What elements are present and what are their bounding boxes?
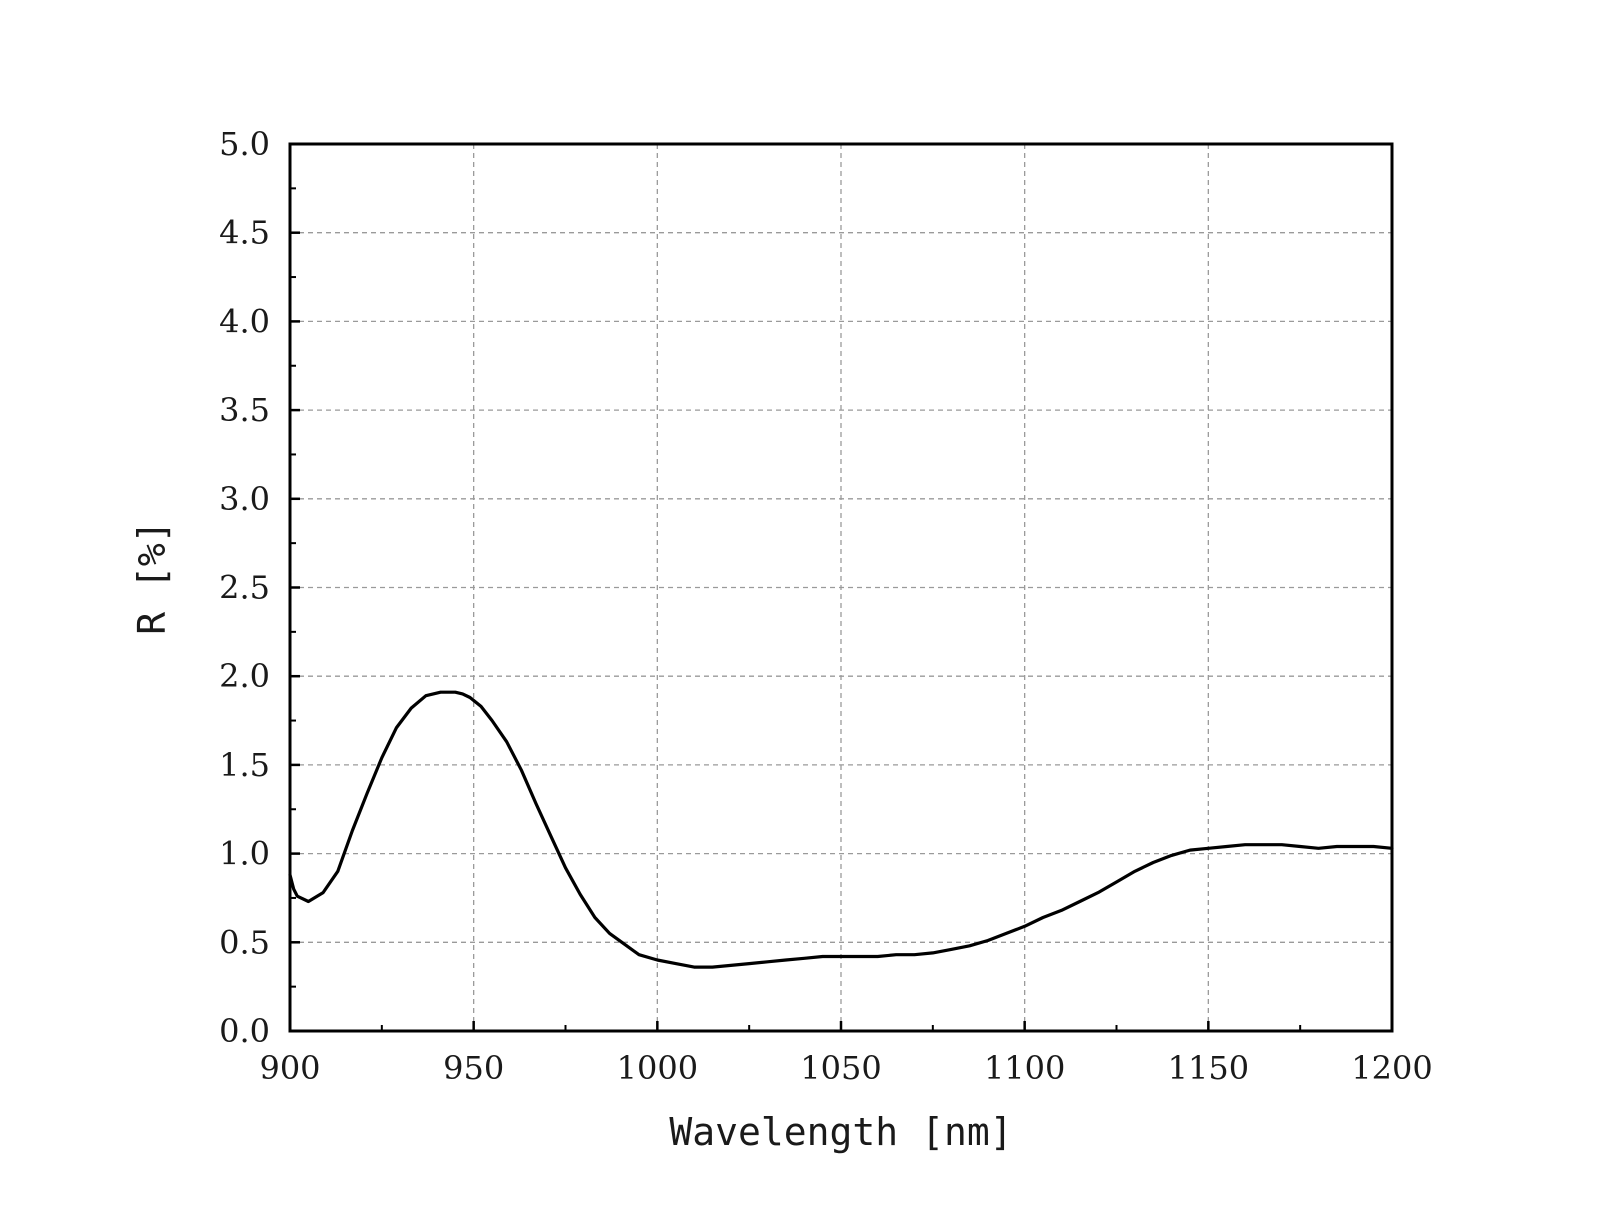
y-tick-label: 0.5 bbox=[219, 923, 270, 961]
x-tick-label: 900 bbox=[259, 1049, 320, 1087]
grid-lines bbox=[290, 144, 1392, 1031]
x-tick-label: 950 bbox=[443, 1049, 504, 1087]
y-tick-label: 2.0 bbox=[219, 657, 270, 695]
y-tick-label: 2.5 bbox=[219, 569, 270, 607]
y-tick-label: 5.0 bbox=[219, 125, 270, 163]
y-tick-label: 3.5 bbox=[219, 391, 270, 429]
y-tick-label: 0.0 bbox=[219, 1012, 270, 1050]
y-tick-label: 4.0 bbox=[219, 302, 270, 340]
series-line-reflectance bbox=[288, 690, 1394, 969]
y-tick-label: 3.0 bbox=[219, 480, 270, 518]
x-tick-label: 1050 bbox=[800, 1049, 881, 1087]
x-axis-title: Wavelength [nm] bbox=[669, 1110, 1012, 1154]
y-axis-title: R [%] bbox=[130, 520, 174, 634]
x-tick-label: 1100 bbox=[984, 1049, 1065, 1087]
x-tick-label: 1150 bbox=[1168, 1049, 1249, 1087]
y-tick-label: 1.5 bbox=[219, 746, 270, 784]
y-tick-label: 4.5 bbox=[219, 214, 270, 252]
y-tick-label: 1.0 bbox=[219, 835, 270, 873]
tick-labels: 900 950 1000 1050 1100 1150 1200 0.0 0.5 1.0 1.5 2.… bbox=[219, 125, 1433, 1087]
x-tick-label: 1200 bbox=[1351, 1049, 1432, 1087]
plot-frame bbox=[288, 142, 1394, 1033]
x-tick-label: 1000 bbox=[617, 1049, 698, 1087]
